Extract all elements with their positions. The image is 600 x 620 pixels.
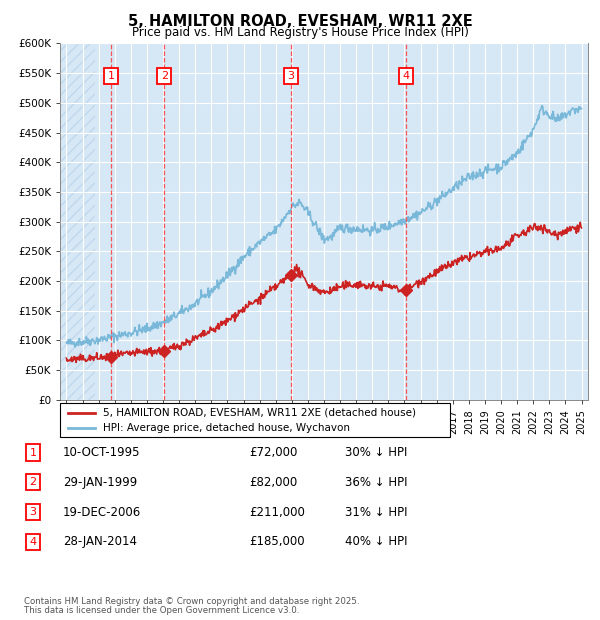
Text: 3: 3 <box>287 71 295 81</box>
Text: 31% ↓ HPI: 31% ↓ HPI <box>345 506 407 518</box>
Text: 2: 2 <box>29 477 37 487</box>
Text: 19-DEC-2006: 19-DEC-2006 <box>63 506 141 518</box>
FancyBboxPatch shape <box>60 403 450 437</box>
Text: 5, HAMILTON ROAD, EVESHAM, WR11 2XE: 5, HAMILTON ROAD, EVESHAM, WR11 2XE <box>128 14 472 29</box>
Text: 3: 3 <box>29 507 37 517</box>
Text: 36% ↓ HPI: 36% ↓ HPI <box>345 476 407 489</box>
Text: 30% ↓ HPI: 30% ↓ HPI <box>345 446 407 459</box>
Text: 29-JAN-1999: 29-JAN-1999 <box>63 476 137 489</box>
Text: 28-JAN-2014: 28-JAN-2014 <box>63 536 137 548</box>
Text: 40% ↓ HPI: 40% ↓ HPI <box>345 536 407 548</box>
Text: 4: 4 <box>29 537 37 547</box>
Text: 1: 1 <box>29 448 37 458</box>
Text: £82,000: £82,000 <box>249 476 297 489</box>
Text: 5, HAMILTON ROAD, EVESHAM, WR11 2XE (detached house): 5, HAMILTON ROAD, EVESHAM, WR11 2XE (det… <box>103 407 416 417</box>
Text: Contains HM Land Registry data © Crown copyright and database right 2025.: Contains HM Land Registry data © Crown c… <box>24 597 359 606</box>
Text: 4: 4 <box>402 71 409 81</box>
Text: 2: 2 <box>161 71 168 81</box>
Bar <box>60 43 95 400</box>
Text: £211,000: £211,000 <box>249 506 305 518</box>
Text: Price paid vs. HM Land Registry's House Price Index (HPI): Price paid vs. HM Land Registry's House … <box>131 26 469 39</box>
Text: £72,000: £72,000 <box>249 446 298 459</box>
Text: 10-OCT-1995: 10-OCT-1995 <box>63 446 140 459</box>
Text: This data is licensed under the Open Government Licence v3.0.: This data is licensed under the Open Gov… <box>24 606 299 615</box>
Text: 1: 1 <box>107 71 115 81</box>
Text: HPI: Average price, detached house, Wychavon: HPI: Average price, detached house, Wych… <box>103 423 350 433</box>
Text: £185,000: £185,000 <box>249 536 305 548</box>
